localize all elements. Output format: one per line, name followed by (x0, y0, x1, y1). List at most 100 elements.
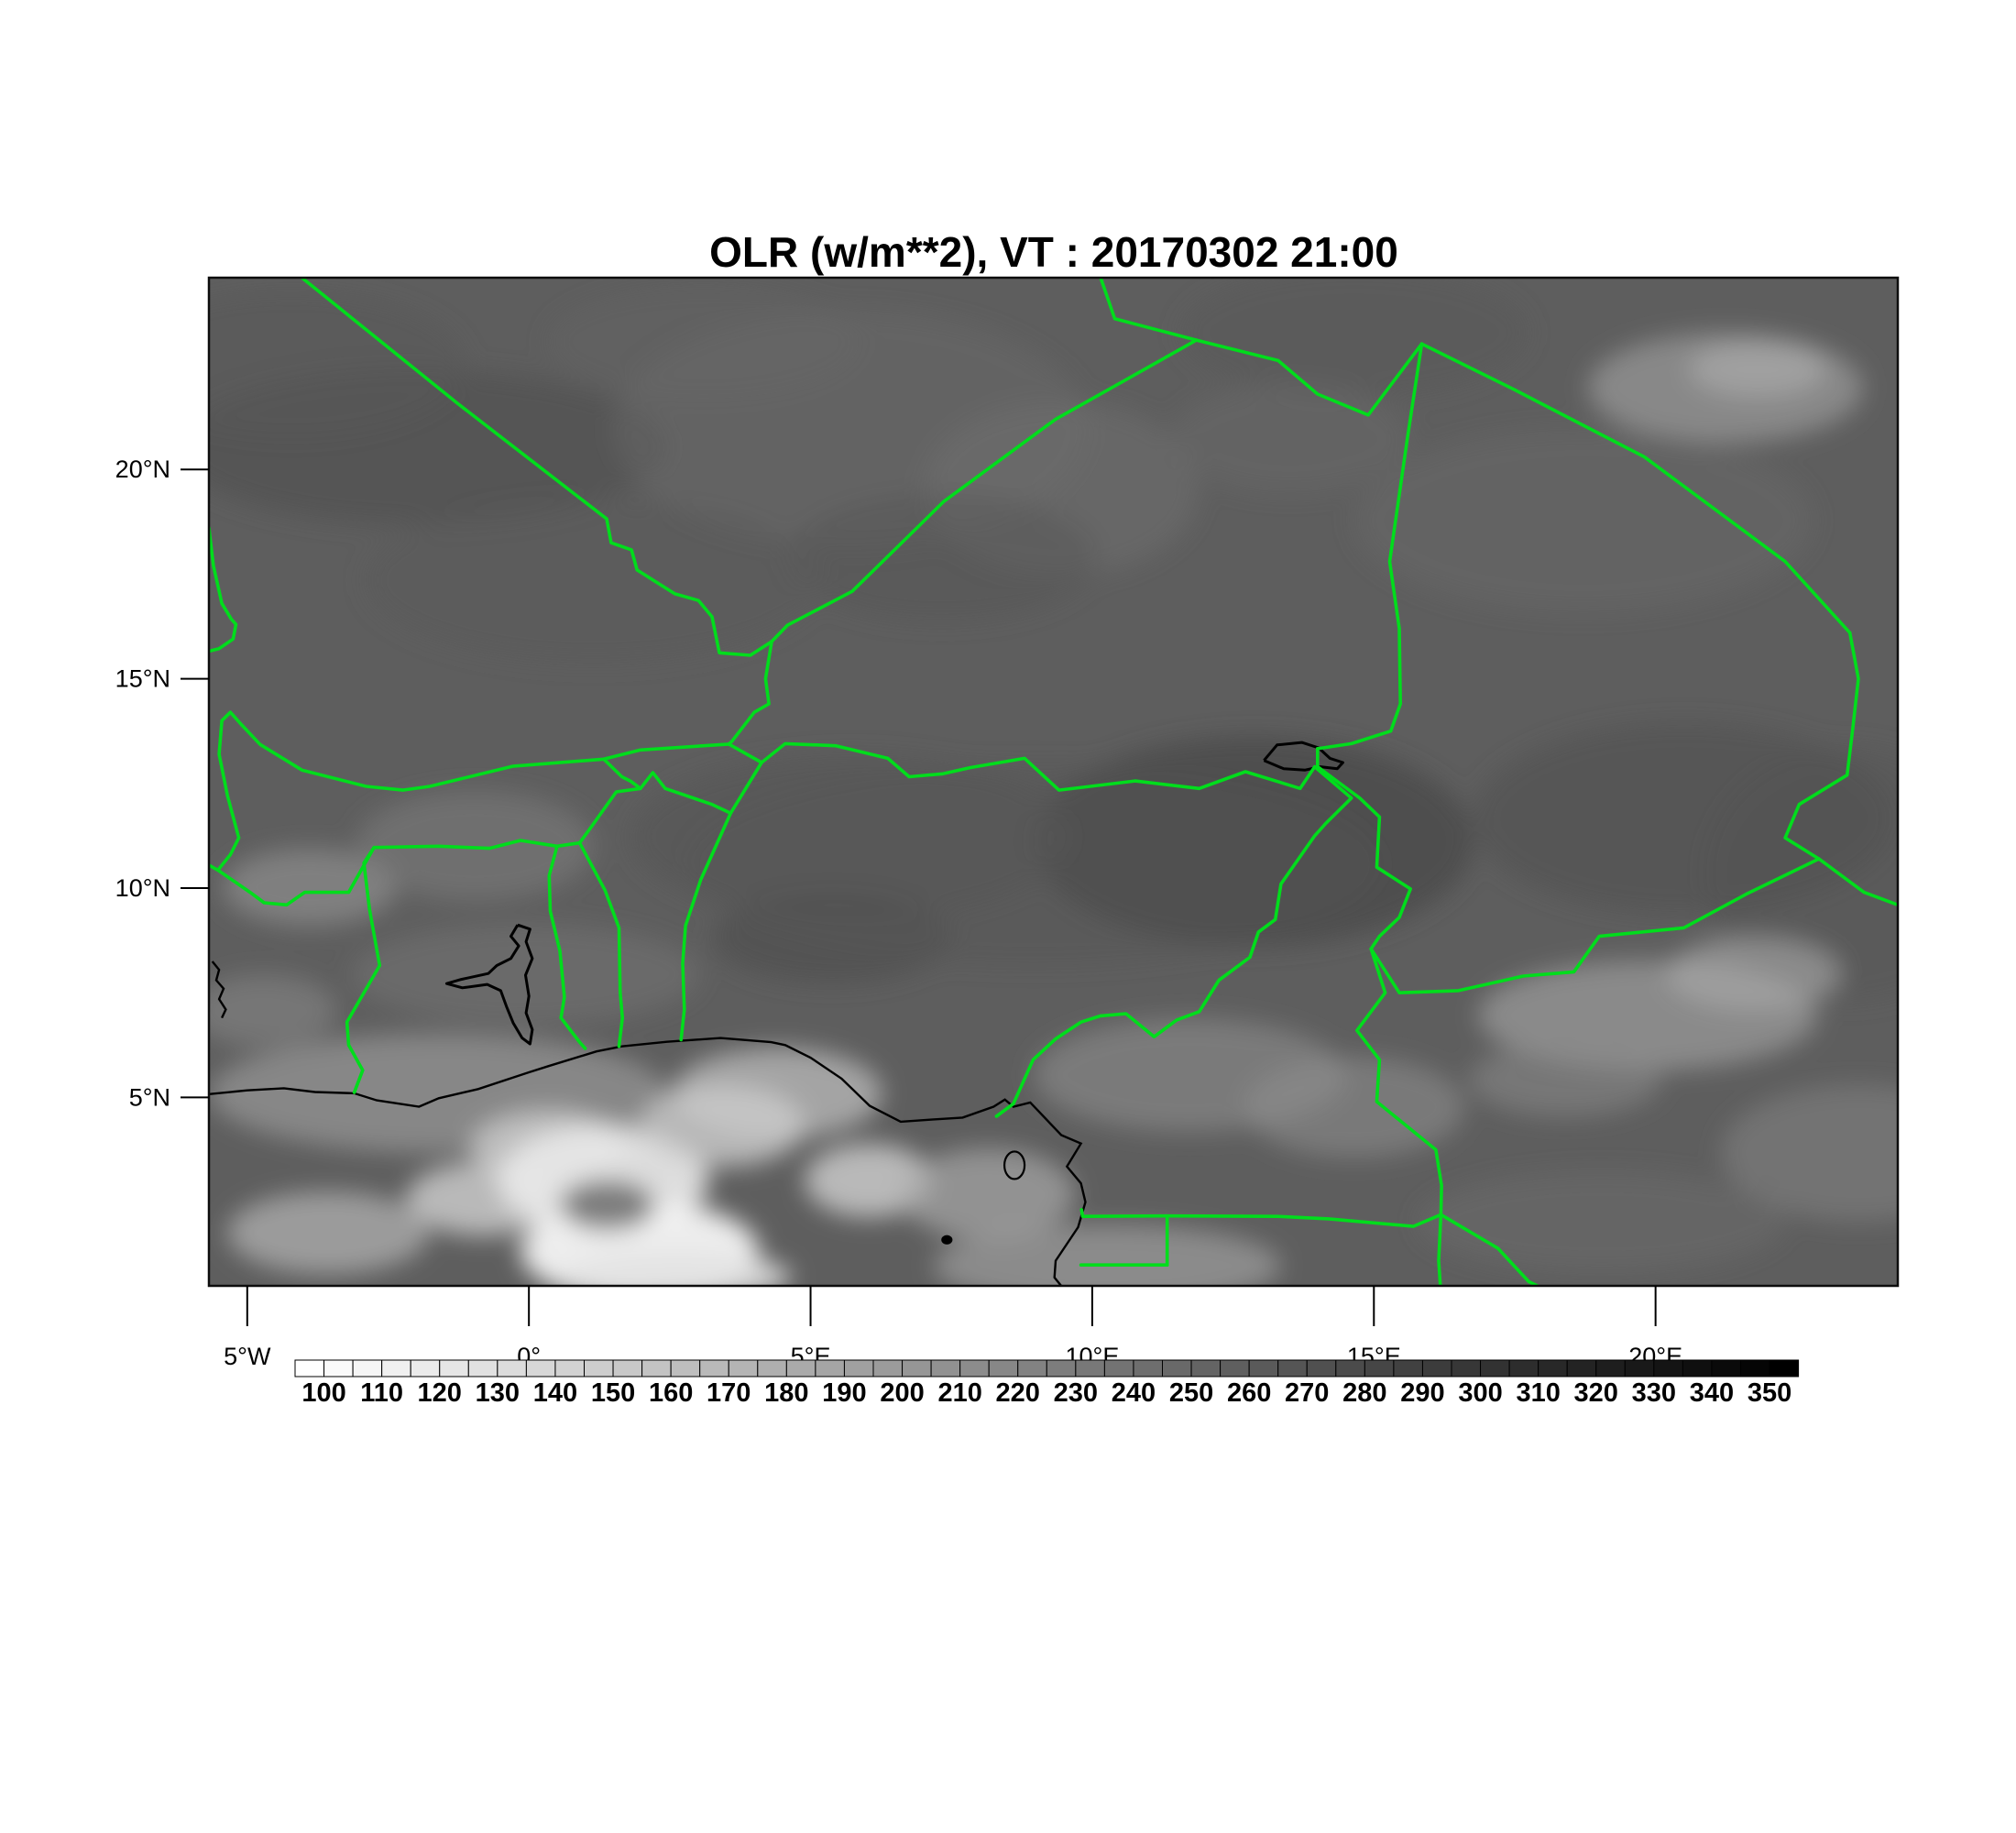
colorbar-label: 340 (1690, 1378, 1734, 1408)
cotedivoire-river-squiggle (211, 960, 227, 1019)
colorbar-cell (1364, 1359, 1395, 1377)
colorbar-cell (1335, 1359, 1365, 1377)
gulf-of-guinea-coast (209, 1037, 1087, 1286)
border-niger-burkina-mali-west (216, 710, 731, 873)
border-niger-nigeria (727, 741, 1317, 792)
field-blob (933, 1224, 1281, 1286)
colorbar-label: 120 (418, 1378, 462, 1408)
colorbar-cell (815, 1359, 845, 1377)
lat-tick-label: 15°N (115, 665, 170, 693)
colorbar-label: 350 (1748, 1378, 1791, 1408)
colorbar-cell (1220, 1359, 1250, 1377)
map-lines (209, 278, 1898, 1286)
border-mali-mauritania (209, 526, 238, 653)
colorbar-cell (641, 1359, 672, 1377)
colorbar-cell (728, 1359, 759, 1377)
border-mali-niger (727, 640, 773, 746)
field-blob (209, 974, 337, 1048)
field-blob (1703, 745, 1898, 1002)
plot-title: OLR (w/m**2), VT : 20170302 21:00 (709, 228, 1398, 276)
field-blob (1469, 1043, 1661, 1116)
border-nigeria-benin-north-link (729, 761, 763, 816)
lake-volta-outline (444, 923, 534, 1046)
field-blob-layer (209, 278, 1898, 1286)
colorbar-cell (439, 1359, 469, 1377)
colorbar-cell (1538, 1359, 1568, 1377)
colorbar-cell (699, 1359, 729, 1377)
border-cameroon-car (1355, 947, 1443, 1217)
colorbar-label: 280 (1342, 1378, 1386, 1408)
colorbar-label: 260 (1227, 1378, 1271, 1408)
border-mali-algeria (300, 278, 773, 657)
field-blob (227, 1191, 429, 1274)
colorbar-cell (1566, 1359, 1597, 1377)
colorbar-cell (497, 1359, 527, 1377)
colorbar-cell (1248, 1359, 1279, 1377)
lat-tick-label: 20°N (115, 456, 170, 483)
colorbar-cell (1508, 1359, 1539, 1377)
border-libya-chad (1419, 342, 1852, 635)
colorbar-label: 130 (476, 1378, 520, 1408)
border-chad-cameroon (1316, 747, 1412, 951)
colorbar-label: 310 (1516, 1378, 1560, 1408)
colorbar-cell (294, 1359, 325, 1377)
colorbar-cell (1624, 1359, 1655, 1377)
colorbar-label: 180 (764, 1378, 808, 1408)
border-benin-nigeria (679, 811, 733, 1042)
colorbar-label: 230 (1054, 1378, 1098, 1408)
border-algeria-libya (1099, 278, 1199, 342)
colorbar-cell (1682, 1359, 1713, 1377)
colorbar-cell (1017, 1359, 1047, 1377)
colorbar-cell (410, 1359, 441, 1377)
border-niger-benin (602, 757, 733, 816)
colorbar-cell (757, 1359, 787, 1377)
colorbar-label: 190 (822, 1378, 866, 1408)
colorbar-cell (1306, 1359, 1337, 1377)
border-burkina-togo-ghana (372, 839, 582, 851)
lake-chad-outline (1263, 741, 1344, 772)
border-algeria-niger (770, 338, 1199, 643)
colorbar-cell (1133, 1359, 1163, 1377)
colorbar-label: 220 (996, 1378, 1040, 1408)
colorbar-label: 300 (1458, 1378, 1502, 1408)
colorbar-cell (1075, 1359, 1105, 1377)
olr-field (209, 278, 1898, 1286)
field-blob (805, 1144, 933, 1217)
colorbar-cell (959, 1359, 990, 1377)
colorbar-cell (872, 1359, 904, 1377)
colorbar-label: 290 (1400, 1378, 1444, 1408)
colorbar-cell (352, 1359, 383, 1377)
map-frame (207, 276, 1900, 1288)
colorbar-cell (902, 1359, 932, 1377)
colorbar-cell (1595, 1359, 1626, 1377)
colorbar-label: 200 (880, 1378, 924, 1408)
border-nigeria-cameroon (994, 764, 1353, 1118)
colorbar-cell (1103, 1359, 1134, 1377)
colorbar-cell (323, 1359, 354, 1377)
colorbar-cell (1277, 1359, 1308, 1377)
border-mali-cotedivoire (209, 863, 220, 873)
lat-tick-label: 5°N (129, 1083, 170, 1111)
colorbar-cell (988, 1359, 1019, 1377)
field-blob (365, 498, 823, 663)
colorbar-label: 320 (1574, 1378, 1618, 1408)
border-togo-benin (577, 840, 625, 1048)
colorbar-label: 100 (301, 1378, 345, 1408)
border-chad-car (1369, 857, 1821, 994)
colorbar-cell (1451, 1359, 1482, 1377)
colorbar-label: 210 (937, 1378, 981, 1408)
field-blob (1354, 429, 1813, 612)
principe-island (941, 1235, 953, 1245)
border-sudan-car (1817, 857, 1898, 907)
field-blob (1419, 1171, 1785, 1272)
field-blob (560, 1180, 655, 1231)
colorbar-cell (1162, 1359, 1192, 1377)
colorbar-cell (1740, 1359, 1770, 1377)
border-benin-burkina (577, 786, 642, 845)
field-blob (1171, 383, 1409, 493)
border-niger-chad (1316, 342, 1424, 751)
field-blob (1689, 342, 1826, 397)
border-ghana-togo (547, 844, 587, 1050)
colorbar-label: 160 (649, 1378, 693, 1408)
field-blob (1666, 938, 1840, 1011)
